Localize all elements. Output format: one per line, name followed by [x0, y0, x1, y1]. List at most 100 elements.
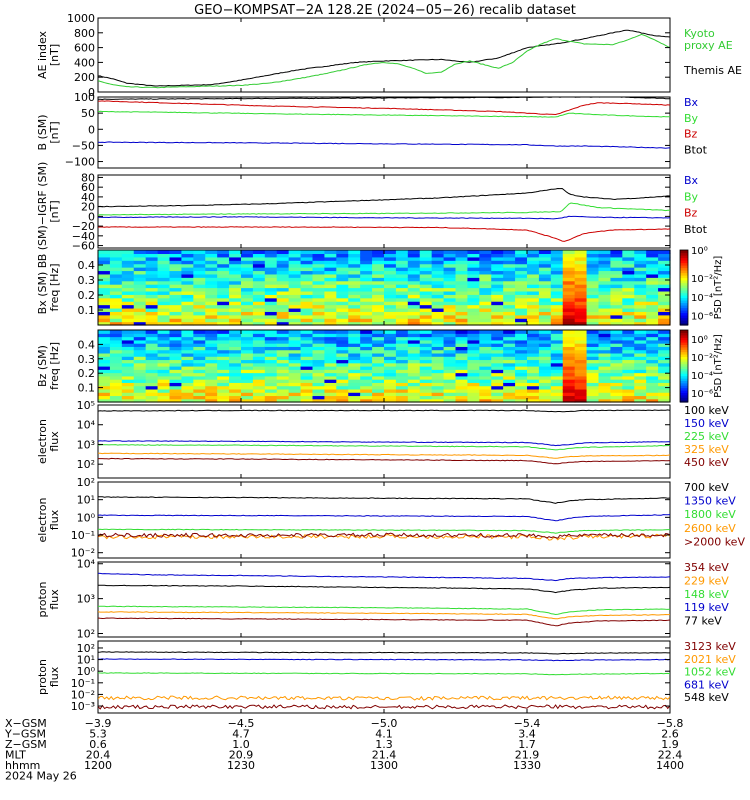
spectrogram-cell — [479, 267, 492, 272]
spectrogram-cell — [491, 392, 504, 397]
spectrogram-cell — [264, 290, 278, 295]
spectrogram-cell — [515, 349, 528, 354]
spectrogram-cell — [264, 301, 278, 306]
spectrogram-cell — [550, 379, 564, 383]
spectrogram-cell — [527, 379, 540, 383]
spectrogram-cell — [491, 304, 504, 309]
spectrogram-cell — [491, 280, 504, 285]
spectrogram-cell — [348, 336, 361, 341]
spectrogram-cell — [276, 314, 290, 319]
spectrogram-cell — [348, 321, 361, 326]
spectrogram-cell — [324, 369, 337, 374]
spectrogram-cell — [109, 352, 123, 357]
spectrogram-cell — [109, 382, 123, 387]
spectrogram-cell — [276, 287, 290, 292]
spectrogram-cell — [598, 352, 612, 357]
spectrogram-cell — [586, 250, 600, 255]
series-group-ae — [98, 29, 670, 89]
x-row-value: 0.6 — [89, 738, 107, 751]
spectrogram-cell — [610, 314, 623, 319]
spectrogram-cell — [336, 375, 349, 380]
spectrogram-cell — [658, 321, 671, 326]
spectrogram-cell — [229, 290, 242, 295]
spectrogram-cell — [300, 253, 314, 258]
spectrogram-cell — [550, 250, 564, 255]
x-row-value: −4.5 — [228, 717, 255, 730]
spectrogram-cell — [538, 277, 552, 282]
spectrogram-cell — [324, 260, 337, 265]
spectrogram-cell — [336, 385, 349, 390]
panel-frame — [97, 561, 671, 638]
spectrogram-cell — [109, 253, 123, 258]
spectrogram-cell — [395, 307, 409, 312]
spectrogram-cell — [241, 290, 254, 295]
legend-entry: By — [684, 190, 699, 203]
spectrogram-cell — [324, 356, 337, 361]
spectrogram-cell — [300, 352, 314, 357]
spectrogram-cell — [288, 301, 302, 306]
spectrogram-cell — [455, 356, 469, 361]
colorbar-step — [680, 260, 688, 264]
spectrogram-cell — [395, 256, 409, 261]
spectrogram-cell — [205, 318, 218, 323]
spectrogram-cell — [634, 398, 647, 403]
legend-entry: 150 keV — [684, 417, 729, 430]
spectrogram-cell — [491, 318, 504, 323]
spectrogram-cell — [598, 382, 612, 387]
spectrogram-cell — [467, 256, 480, 261]
spectrogram-cell — [419, 362, 433, 367]
spectrogram-cell — [527, 398, 540, 403]
spectrogram-cell — [360, 260, 373, 265]
spectrogram-cell — [181, 356, 194, 361]
series-line-2021-kev — [98, 695, 670, 701]
legend-entry: Btot — [684, 143, 708, 156]
spectrogram-cell — [109, 284, 123, 289]
spectrogram-cell — [610, 366, 623, 370]
spectrogram-cell — [515, 290, 528, 295]
spectrogram-cell — [562, 349, 576, 354]
spectrogram-cell — [479, 330, 492, 334]
colorbar-step — [680, 250, 688, 254]
spectrogram-cell — [646, 333, 659, 338]
spectrogram-cell — [300, 366, 314, 370]
spectrogram-cell — [622, 395, 635, 400]
spectrogram-cell — [217, 301, 230, 306]
x-row-value: 1.7 — [518, 738, 536, 751]
spectrogram-cell — [336, 314, 349, 319]
spectrogram-cell — [157, 339, 171, 344]
spectrogram-cell — [360, 250, 373, 255]
spectrogram-cell — [574, 311, 588, 316]
spectrogram-cell — [455, 379, 469, 383]
spectrogram-cell — [372, 267, 385, 272]
spectrogram-cell — [276, 304, 290, 309]
spectrogram-cell — [443, 369, 457, 374]
spectrogram-cell — [384, 307, 397, 312]
spectrogram-cell — [324, 359, 337, 364]
spectrogram-cell — [586, 372, 600, 377]
spectrogram-cell — [407, 385, 421, 390]
spectrogram-cell — [241, 379, 254, 383]
spectrogram-cell — [431, 321, 445, 326]
spectrogram-cell — [241, 311, 254, 316]
spectrogram-cell — [181, 273, 194, 278]
spectrogram-cell — [467, 333, 480, 338]
spectrogram-cell — [658, 333, 671, 338]
spectrogram-cell — [252, 336, 266, 341]
spectrogram-cell — [288, 260, 302, 265]
spectrogram-cell — [229, 372, 242, 377]
spectrogram-cell — [288, 294, 302, 299]
spectrogram-cell — [300, 362, 314, 367]
spectrogram-cell — [109, 346, 123, 351]
series-line-bx — [98, 141, 670, 149]
spectrogram-cell — [634, 256, 647, 261]
spectrogram-cell — [574, 343, 588, 347]
colorbar-step — [680, 317, 688, 321]
spectrogram-cell — [121, 346, 135, 351]
spectrogram-cell — [336, 294, 349, 299]
spectrogram-cell — [312, 356, 326, 361]
spectrogram-cell — [372, 382, 385, 387]
spectrogram-cell — [229, 307, 242, 312]
spectrogram-cell — [145, 280, 159, 285]
spectrogram-cell — [419, 290, 433, 295]
